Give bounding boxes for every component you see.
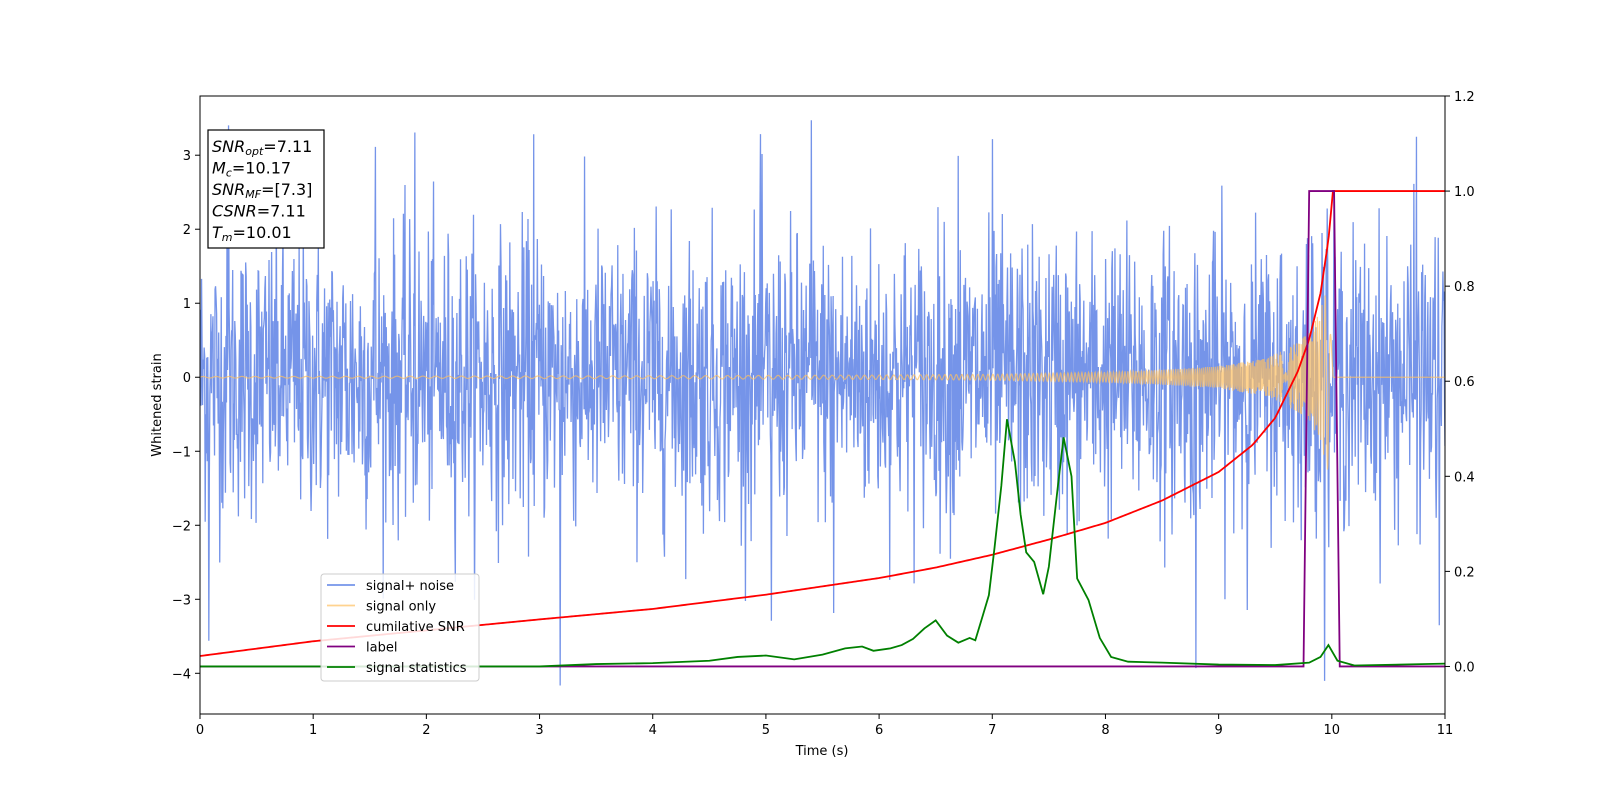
info-box-line: Mc=10.17 bbox=[212, 159, 291, 180]
x-tick-label: 4 bbox=[649, 723, 657, 738]
legend-entry: cumilative SNR bbox=[366, 620, 465, 635]
legend: signal+ noise signal only cumilative SNR la… bbox=[320, 573, 480, 682]
x-tick-label: 5 bbox=[762, 723, 770, 738]
legend-entry: signal statistics bbox=[366, 661, 467, 676]
right-y-tick-label: 0.8 bbox=[1454, 280, 1475, 295]
legend-entry: signal only bbox=[366, 600, 436, 615]
left-y-tick-label: 0 bbox=[183, 371, 191, 386]
x-tick-label: 7 bbox=[988, 723, 996, 738]
left-y-tick-label: −3 bbox=[172, 593, 191, 608]
right-y-tick-label: 1.0 bbox=[1454, 185, 1475, 200]
right-y-axis: 1.2 1.0 0.8 0.6 0.4 0.2 0.0 bbox=[1445, 90, 1475, 675]
x-tick-label: 8 bbox=[1101, 723, 1109, 738]
left-y-axis: 3 2 1 0 −1 −2 −3 −4 bbox=[172, 149, 200, 682]
left-y-tick-label: −2 bbox=[172, 519, 191, 534]
legend-entry: signal+ noise bbox=[366, 579, 454, 594]
info-box-line: CSNR=7.11 bbox=[212, 202, 306, 221]
y-axis-label: Whitened strain bbox=[150, 353, 165, 456]
legend-entry: label bbox=[366, 641, 397, 656]
left-y-tick-label: 1 bbox=[183, 297, 191, 312]
right-y-tick-label: 0.0 bbox=[1454, 660, 1475, 675]
right-y-tick-label: 0.6 bbox=[1454, 375, 1475, 390]
x-tick-label: 1 bbox=[309, 723, 317, 738]
series-label-line bbox=[200, 190, 1445, 668]
x-tick-label: 2 bbox=[422, 723, 430, 738]
series-signal-only-line bbox=[200, 295, 1445, 470]
plot-frame bbox=[199, 95, 1446, 715]
legend-frame bbox=[320, 573, 480, 682]
x-axis: 0 1 2 3 4 5 6 7 8 9 10 11 bbox=[196, 714, 1453, 738]
x-tick-label: 11 bbox=[1437, 723, 1454, 738]
x-tick-label: 9 bbox=[1214, 723, 1222, 738]
x-tick-label: 0 bbox=[196, 723, 204, 738]
info-box-line: SNRMF=[7.3] bbox=[212, 180, 312, 201]
x-tick-label: 6 bbox=[875, 723, 883, 738]
info-box-line: Tm=10.01 bbox=[212, 223, 292, 244]
info-box-line: SNRopt=7.11 bbox=[212, 137, 312, 158]
left-y-tick-label: 2 bbox=[183, 223, 191, 238]
series-signal-statistics-line bbox=[200, 419, 1445, 668]
right-y-tick-label: 1.2 bbox=[1454, 90, 1475, 105]
info-box-frame bbox=[207, 129, 325, 249]
left-y-tick-label: −1 bbox=[172, 445, 191, 460]
left-y-tick-label: 3 bbox=[183, 149, 191, 164]
series-signal-noise-line bbox=[200, 120, 1445, 686]
right-y-tick-label: 0.4 bbox=[1454, 470, 1475, 485]
x-tick-label: 10 bbox=[1324, 723, 1341, 738]
left-y-tick-label: −4 bbox=[172, 667, 191, 682]
right-y-tick-label: 0.2 bbox=[1454, 565, 1475, 580]
x-tick-label: 3 bbox=[535, 723, 543, 738]
x-axis-label: Time (s) bbox=[795, 744, 849, 759]
